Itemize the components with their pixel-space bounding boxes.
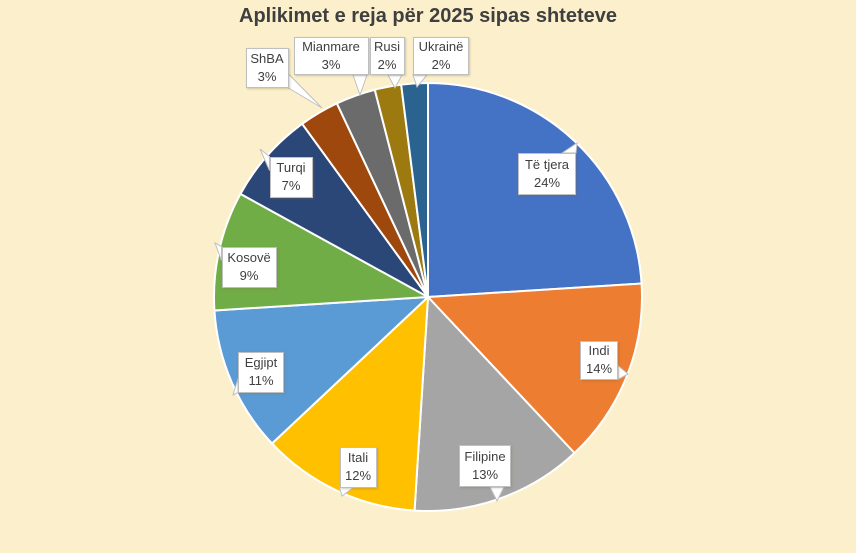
data-label-percent: 2%: [377, 57, 397, 72]
data-label-1: Të tjera 24%: [518, 153, 576, 195]
pie-slice-5: [213, 296, 429, 445]
data-label-category: Rusi: [373, 39, 400, 54]
pie-slice-4: [271, 296, 429, 512]
data-label-9: Mianmare 3%: [293, 37, 369, 75]
data-label-percent: 2%: [431, 57, 451, 72]
chart-title: Aplikimet e reja për 2025 sipas shteteve: [239, 5, 617, 27]
label-pointer-10: [387, 74, 403, 90]
label-pointer-2: [617, 364, 629, 381]
data-label-percent: 11%: [248, 373, 274, 388]
data-label-8: ShBA 3%: [245, 48, 289, 88]
data-label-category: Itali: [347, 450, 369, 465]
data-label-6: Kosovë 9%: [221, 246, 277, 288]
data-label-category: Filipine: [464, 449, 506, 464]
data-label-category: Të tjera: [524, 157, 570, 172]
label-pointer-3: [489, 486, 505, 503]
data-label-percent: 7%: [281, 178, 301, 193]
data-label-category: Kosovë: [227, 250, 271, 265]
pie-slice-11: [400, 82, 429, 298]
data-label-7: Turqi 7%: [269, 156, 313, 198]
pie-slice-3: [413, 296, 576, 512]
label-pointer-4: [338, 487, 356, 497]
label-pointer-9: [352, 74, 368, 97]
data-label-category: ShBA: [250, 51, 284, 66]
data-label-percent: 14%: [585, 361, 613, 376]
data-label-2: Indi 14%: [580, 340, 618, 380]
data-label-category: Mianmare: [302, 39, 360, 54]
data-label-category: Turqi: [276, 160, 306, 175]
data-label-11: Ukrainë 2%: [413, 37, 469, 75]
data-label-percent: 3%: [257, 69, 277, 84]
data-label-category: Indi: [588, 343, 610, 358]
data-label-5: Egjipt 11%: [238, 351, 284, 393]
data-label-3: Filipine 13%: [459, 445, 511, 487]
label-pointer-11: [412, 74, 429, 89]
data-label-percent: 12%: [344, 468, 372, 483]
pie-slice-2: [427, 282, 643, 454]
data-label-percent: 24%: [533, 175, 561, 190]
data-label-percent: 13%: [471, 467, 499, 482]
data-label-4: Itali 12%: [339, 446, 377, 488]
data-label-category: Egjipt: [244, 355, 278, 370]
label-pointer-8: [288, 72, 323, 109]
data-label-percent: 9%: [239, 268, 259, 283]
data-label-10: Rusi 2%: [369, 37, 405, 75]
data-label-category: Ukrainë: [418, 39, 464, 54]
data-label-percent: 3%: [321, 57, 341, 72]
